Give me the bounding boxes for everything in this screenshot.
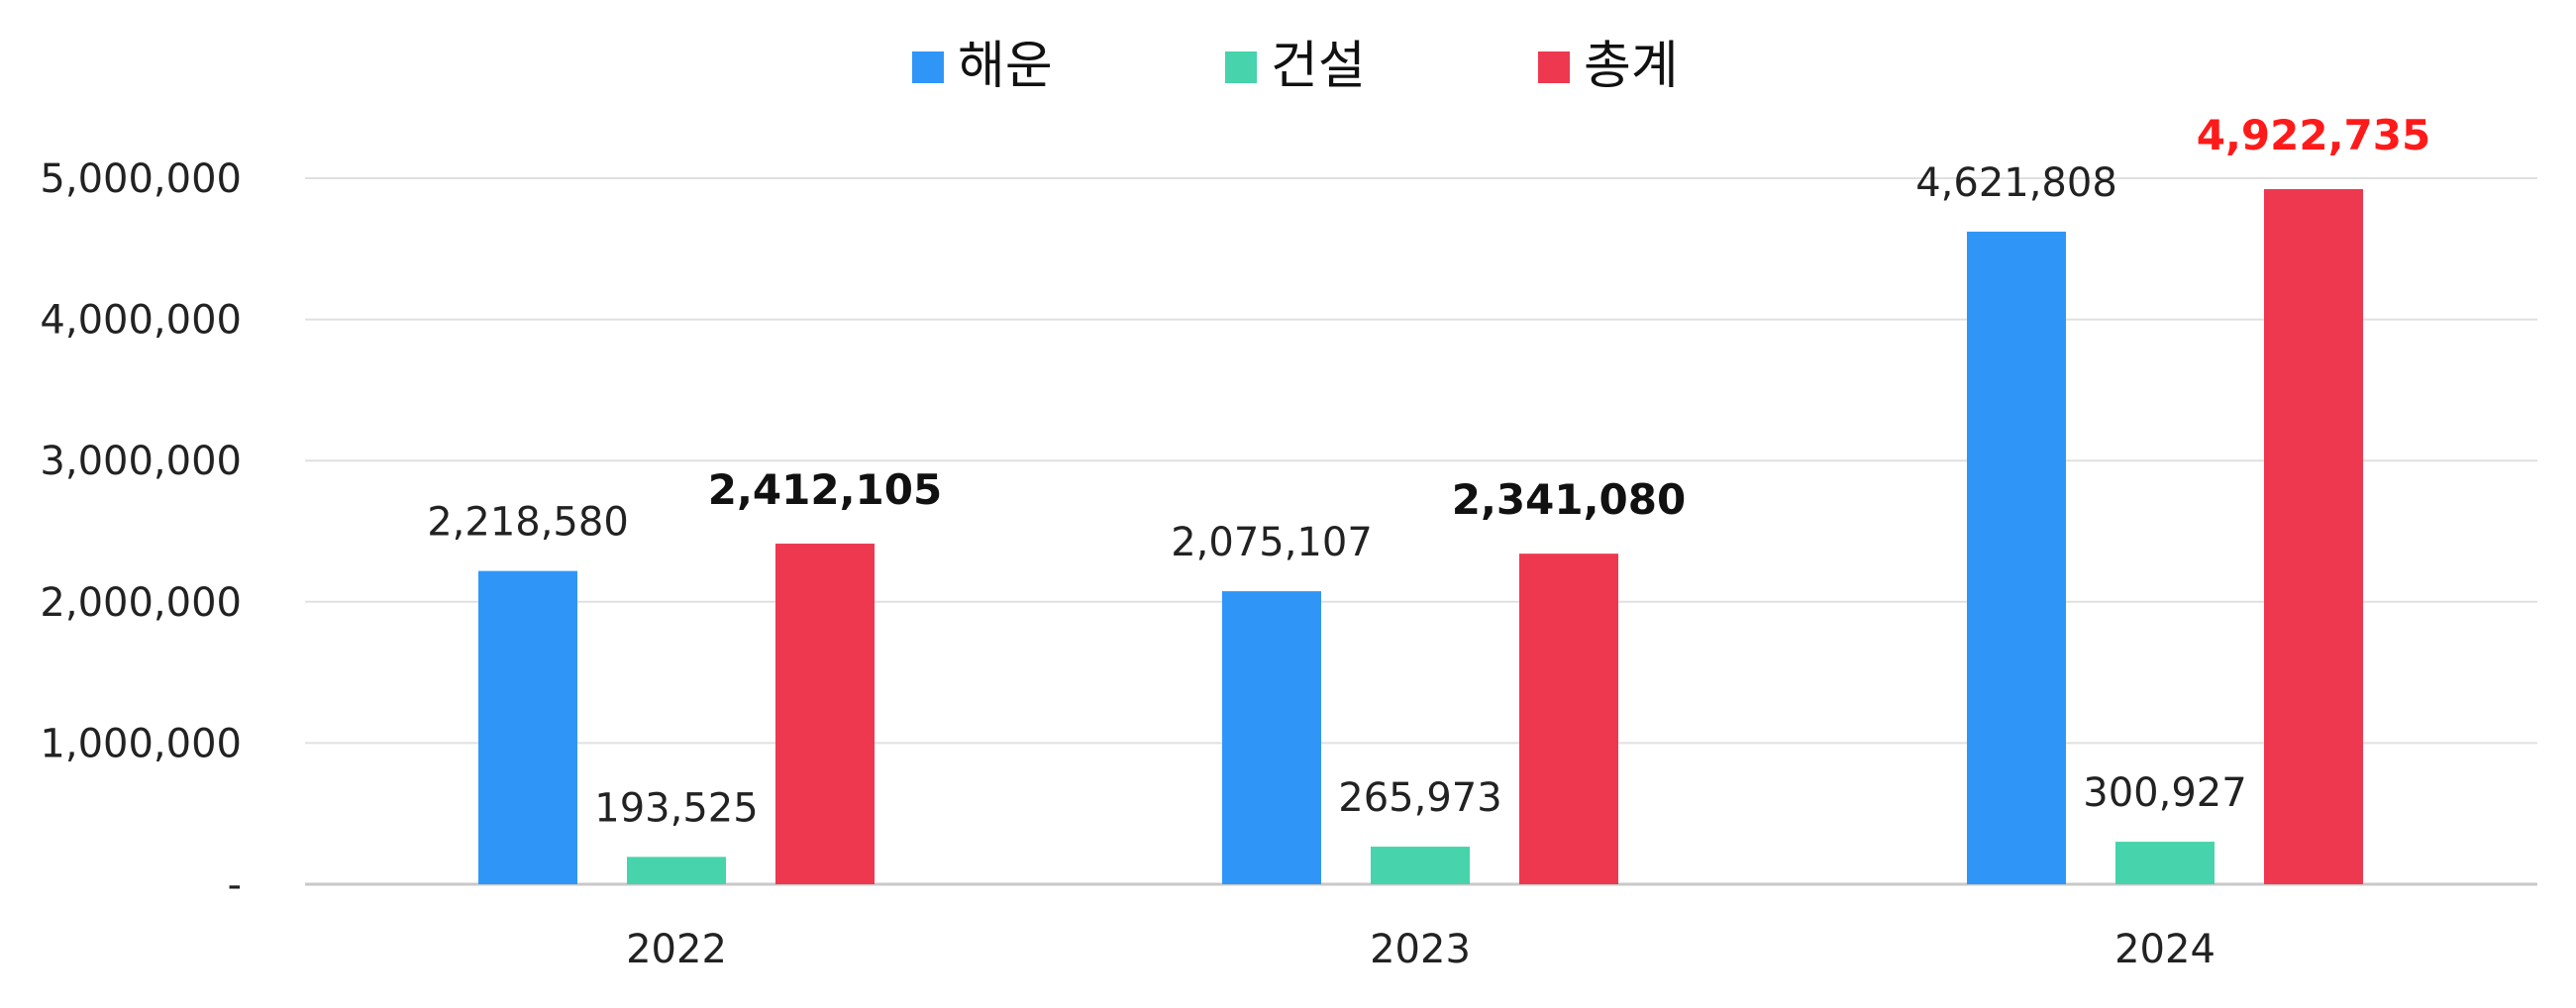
y-tick-label: 2,000,000 — [40, 580, 242, 626]
x-axis: 2022 2023 2024 — [626, 927, 2215, 972]
bar-총계-2023 — [1519, 554, 1618, 884]
bar-건설-2022 — [627, 857, 726, 884]
bars — [478, 189, 2363, 884]
legend-label: 총계 — [1584, 37, 1679, 96]
value-labels: 2,218,580 193,525 2,412,105 2,075,107 265,97… — [427, 111, 2430, 831]
bar-해운-2024 — [1967, 231, 2066, 884]
legend-swatch — [912, 51, 944, 83]
data-label: 2,218,580 — [427, 500, 629, 546]
data-label: 265,973 — [1338, 775, 1501, 821]
y-tick-label: 3,000,000 — [40, 439, 242, 484]
data-label: 4,922,735 — [2197, 111, 2430, 159]
bar-해운-2023 — [1222, 591, 1321, 884]
data-label: 193,525 — [594, 785, 758, 831]
legend-swatch — [1538, 51, 1570, 83]
x-tick-label: 2022 — [626, 927, 727, 972]
data-label: 300,927 — [2083, 770, 2246, 816]
data-label: 2,412,105 — [708, 465, 942, 514]
legend-label: 해운 — [958, 37, 1053, 96]
bar-건설-2024 — [2115, 842, 2215, 884]
data-label: 2,341,080 — [1452, 475, 1686, 524]
legend: 해운 건설 총계 — [912, 37, 1679, 96]
bar-총계-2024 — [2264, 189, 2363, 884]
x-tick-label: 2023 — [1370, 927, 1471, 972]
y-tick-label: 4,000,000 — [40, 298, 242, 344]
y-axis: - 1,000,000 2,000,000 3,000,000 4,000,000 5,0… — [40, 156, 242, 908]
y-tick-label: 5,000,000 — [40, 156, 242, 202]
data-label: 4,621,808 — [1915, 160, 2117, 206]
bar-해운-2022 — [478, 570, 577, 884]
bar-건설-2023 — [1371, 847, 1470, 884]
x-tick-label: 2024 — [2114, 927, 2215, 972]
y-tick-label: 1,000,000 — [40, 721, 242, 766]
legend-label: 건설 — [1271, 37, 1366, 96]
data-label: 2,075,107 — [1171, 520, 1373, 565]
y-tick-label: - — [228, 862, 242, 908]
legend-swatch — [1225, 51, 1257, 83]
bar-총계-2022 — [775, 544, 875, 884]
